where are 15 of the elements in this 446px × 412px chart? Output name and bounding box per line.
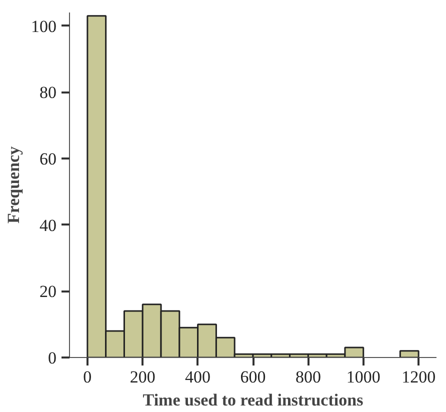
x-tick-label: 1000 [346,368,380,386]
y-tick-label: 80 [40,83,56,102]
x-tick-label: 0 [83,368,92,386]
y-axis-title: Frequency [4,146,23,224]
x-tick-label: 400 [185,368,211,386]
y-tick-label: 20 [40,282,56,302]
x-tick-label: 800 [295,368,321,386]
x-tick-label: 1200 [402,368,436,386]
y-tick-label: 40 [40,216,56,235]
y-tick-label: 0 [48,348,56,368]
y-tick-label: 100 [31,16,56,36]
x-tick-label: 200 [130,368,156,386]
y-tick-label: 60 [40,149,56,168]
x-axis-title: Time used to read instructions [142,390,364,410]
x-tick-label: 600 [240,368,266,386]
